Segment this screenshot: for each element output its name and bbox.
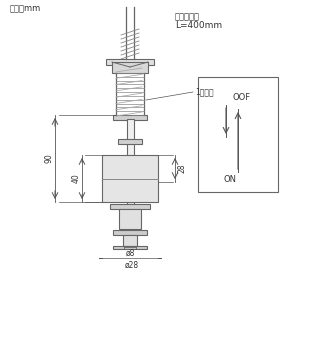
Bar — [113, 246, 147, 249]
Bar — [118, 139, 142, 144]
Text: 28: 28 — [177, 164, 187, 173]
Bar — [112, 62, 148, 73]
Bar — [106, 59, 154, 65]
Text: 1寸螺纹: 1寸螺纹 — [195, 88, 214, 96]
Text: ON: ON — [223, 175, 236, 184]
Text: OOF: OOF — [233, 92, 251, 101]
Bar — [110, 204, 150, 209]
Bar — [119, 209, 141, 229]
Text: 两根引线：: 两根引线： — [175, 12, 200, 22]
Bar — [198, 77, 278, 192]
Text: 40: 40 — [71, 174, 81, 183]
Text: ø28: ø28 — [125, 261, 139, 270]
Bar — [127, 119, 134, 222]
Text: 90: 90 — [44, 154, 53, 163]
Bar — [102, 155, 158, 202]
Text: L=400mm: L=400mm — [175, 22, 222, 31]
Text: 单位：mm: 单位：mm — [10, 4, 41, 13]
Bar — [123, 235, 137, 246]
Bar — [113, 115, 147, 120]
Bar — [113, 230, 147, 235]
Text: ø8: ø8 — [125, 248, 135, 257]
